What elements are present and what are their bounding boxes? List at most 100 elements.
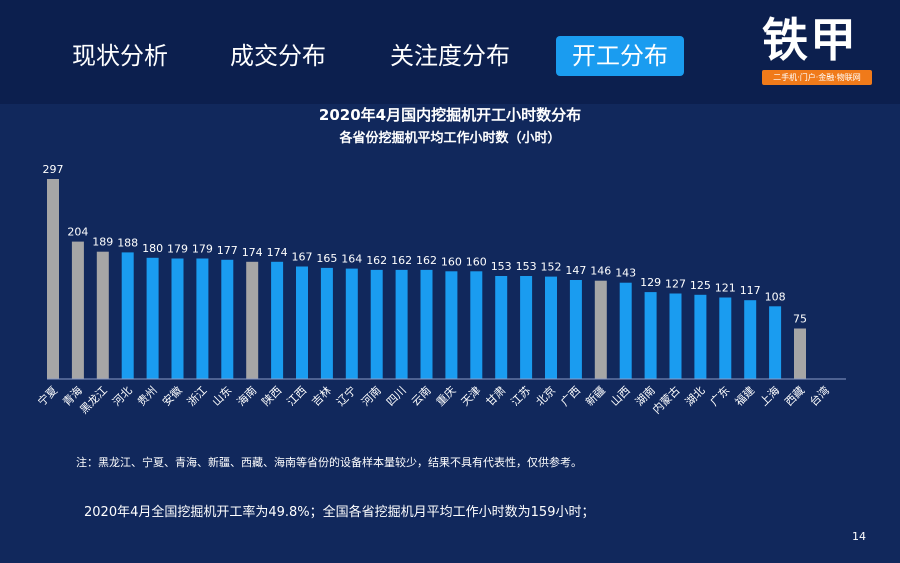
category-label-12: 辽宁	[333, 383, 358, 408]
bar-0	[47, 179, 59, 379]
chart-subtitle: 各省份挖掘机平均工作小时数（小时）	[339, 131, 561, 146]
bar-25	[669, 293, 682, 379]
category-label-18: 甘肃	[484, 384, 509, 409]
data-label-17: 160	[466, 255, 487, 268]
data-label-11: 165	[316, 252, 337, 265]
logo-tagline-bar	[762, 70, 872, 85]
bar-18	[495, 276, 508, 379]
category-label-29: 上海	[757, 383, 782, 408]
chart-note: 注：黑龙江、宁夏、青海、新疆、西藏、海南等省份的设备样本量较少，结果不具有代表性…	[76, 456, 582, 469]
category-label-13: 河南	[359, 384, 384, 409]
bar-14	[395, 269, 408, 379]
category-label-6: 浙江	[185, 384, 210, 409]
bar-23	[619, 282, 632, 379]
data-label-21: 147	[565, 264, 586, 277]
category-label-10: 江西	[284, 384, 309, 409]
bar-29	[769, 306, 782, 379]
data-label-23: 143	[615, 267, 636, 280]
data-label-24: 129	[640, 276, 661, 289]
category-label-11: 吉林	[309, 383, 334, 408]
bar-11	[320, 267, 333, 379]
category-label-30: 西藏	[782, 384, 807, 409]
page-number: 14	[852, 530, 866, 543]
data-label-29: 108	[765, 290, 786, 303]
bar-22	[594, 280, 607, 379]
data-label-3: 188	[117, 236, 138, 249]
data-label-1: 204	[67, 226, 88, 239]
category-label-9: 陕西	[259, 383, 284, 408]
chart-title: 2020年4月国内挖掘机开工小时数分布	[318, 106, 582, 124]
bar-30	[794, 328, 806, 379]
data-label-9: 174	[267, 246, 288, 259]
data-label-19: 153	[516, 260, 537, 273]
category-label-19: 江苏	[508, 384, 533, 409]
category-label-31: 台湾	[807, 383, 832, 408]
bar-24	[644, 292, 657, 379]
bar-8	[246, 261, 259, 379]
data-label-25: 127	[665, 278, 686, 291]
bar-1	[71, 241, 84, 379]
bar-20	[545, 276, 557, 379]
data-label-26: 125	[690, 279, 711, 292]
data-label-10: 167	[292, 251, 313, 264]
tab-deal-distribution[interactable]: 成交分布	[230, 42, 326, 70]
data-label-6: 179	[192, 243, 213, 256]
data-label-5: 179	[167, 243, 188, 256]
bar-10	[296, 266, 308, 379]
category-label-3: 河北	[110, 384, 135, 409]
bar-17	[470, 271, 483, 379]
data-label-27: 121	[715, 282, 736, 295]
bar-28	[744, 300, 757, 379]
logo-tagline: 二手机·门户·金融·物联网	[773, 73, 861, 82]
data-label-15: 162	[416, 254, 437, 267]
category-label-20: 北京	[533, 383, 558, 408]
category-label-14: 四川	[384, 384, 409, 409]
bar-5	[171, 258, 184, 379]
bar-9	[271, 261, 284, 379]
category-label-28: 福建	[732, 383, 757, 408]
data-label-22: 146	[590, 265, 611, 278]
category-label-0: 宁夏	[35, 383, 60, 408]
bar-13	[370, 269, 383, 379]
category-label-26: 湖北	[683, 384, 708, 409]
category-label-7: 山东	[210, 384, 235, 409]
bar-26	[694, 294, 707, 379]
category-label-25: 内蒙古	[649, 383, 682, 416]
bar-7	[221, 259, 234, 379]
category-label-4: 贵州	[135, 384, 160, 409]
category-label-17: 天津	[459, 384, 484, 409]
category-label-2: 黑龙江	[77, 384, 110, 417]
data-label-0: 297	[43, 163, 64, 176]
bar-19	[520, 276, 533, 379]
bar-2	[96, 251, 109, 379]
bar-4	[146, 257, 159, 379]
logo-wordmark: 铁甲	[762, 13, 858, 67]
summary-text: 2020年4月全国挖掘机开工率为49.8%；全国各省挖掘机月平均工作小时数为15…	[84, 505, 595, 520]
bar-21	[569, 280, 582, 379]
bar-27	[719, 297, 732, 379]
data-label-14: 162	[391, 254, 412, 267]
tab-attention-distribution[interactable]: 关注度分布	[390, 42, 510, 70]
bar-15	[420, 269, 433, 379]
header-bar	[0, 0, 900, 104]
category-label-15: 云南	[409, 384, 434, 409]
bar-12	[345, 268, 358, 379]
data-label-7: 177	[217, 244, 238, 257]
data-label-2: 189	[92, 236, 113, 249]
category-label-5: 安徽	[159, 383, 184, 408]
category-label-27: 广东	[708, 384, 733, 409]
data-label-16: 160	[441, 255, 462, 268]
bar-3	[121, 252, 134, 379]
tab-status-analysis[interactable]: 现状分析	[72, 42, 168, 70]
category-label-16: 重庆	[433, 383, 458, 408]
bar-6	[196, 258, 209, 379]
data-label-8: 174	[242, 246, 263, 259]
category-label-22: 新疆	[582, 383, 607, 408]
category-label-23: 山西	[608, 384, 633, 409]
data-label-4: 180	[142, 242, 163, 255]
data-label-20: 152	[541, 261, 562, 274]
tab-operation-distribution[interactable]: 开工分布	[556, 36, 684, 76]
data-label-12: 164	[341, 253, 362, 266]
data-label-18: 153	[491, 260, 512, 273]
